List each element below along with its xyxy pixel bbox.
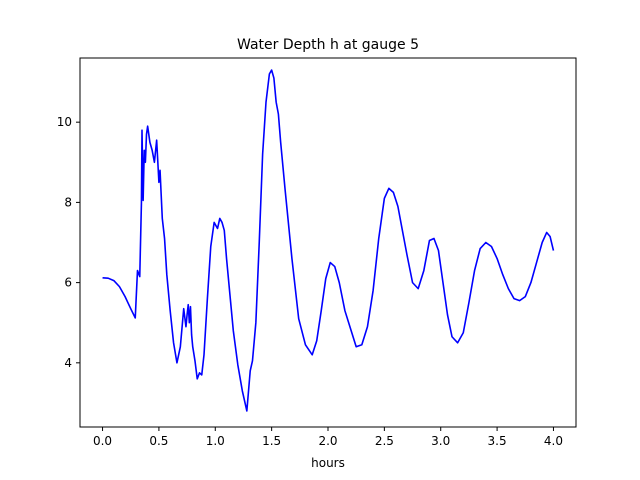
- series-layer: [102, 69, 555, 412]
- x-tick-label: 4.0: [544, 434, 563, 448]
- y-tick-label: 10: [57, 115, 72, 129]
- x-tick-label: 3.0: [431, 434, 450, 448]
- y-tick-label: 6: [64, 276, 72, 290]
- x-tick-label: 0.0: [93, 434, 112, 448]
- x-tick-label: 1.0: [206, 434, 225, 448]
- x-tick-label: 1.5: [262, 434, 281, 448]
- y-axis-ticks: 4 6 8 10: [57, 115, 80, 370]
- x-axis-label: hours: [311, 456, 345, 470]
- y-tick-label: 4: [64, 356, 72, 370]
- chart-title: Water Depth h at gauge 5: [237, 37, 419, 53]
- x-tick-label: 2.0: [318, 434, 337, 448]
- x-tick-label: 3.5: [488, 434, 507, 448]
- series-line-0: [102, 69, 555, 412]
- x-tick-label: 0.5: [149, 434, 168, 448]
- y-tick-label: 8: [64, 195, 72, 209]
- x-axis-ticks: 0.0 0.5 1.0 1.5 2.0 2.5 3.0 3.5 4.0: [93, 427, 563, 448]
- x-tick-label: 2.5: [375, 434, 394, 448]
